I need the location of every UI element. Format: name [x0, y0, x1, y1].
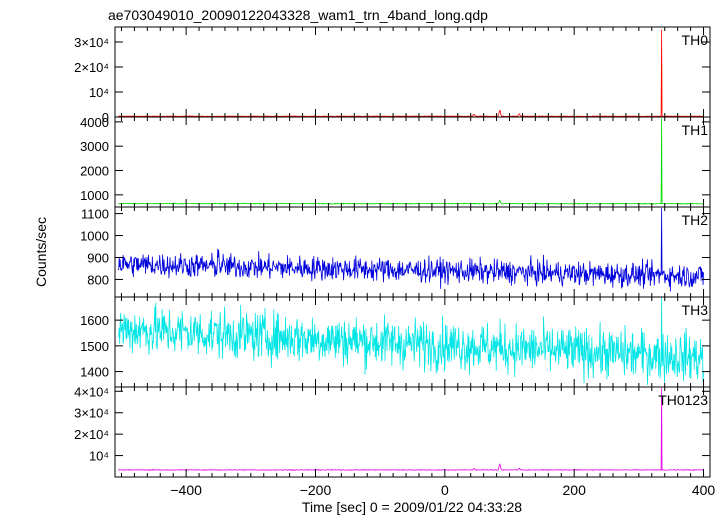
x-tick-label: 200 — [563, 482, 587, 498]
y-tick-label: 800 — [87, 272, 109, 287]
series-line-th3 — [117, 297, 704, 385]
x-tick-label: 400 — [692, 482, 716, 498]
y-tick-label: 4000 — [80, 115, 109, 130]
series-line-th2 — [117, 208, 704, 292]
panel-label-th2: TH2 — [682, 212, 709, 228]
y-tick-label: 2×10⁴ — [74, 427, 109, 442]
y-tick-label: 3000 — [80, 139, 109, 154]
x-axis-label: Time [sec] 0 = 2009/01/22 04:33:28 — [302, 499, 522, 515]
panel-label-th1: TH1 — [682, 122, 709, 138]
y-tick-label: 3×10⁴ — [74, 35, 109, 50]
x-ticks-group: −400 −200 0 200 400 — [170, 482, 715, 498]
y-tick-label: 4×10⁴ — [74, 384, 109, 399]
y-tick-label: 1000 — [80, 229, 109, 244]
x-tick-label: −200 — [300, 482, 332, 498]
y-tick-label: 1400 — [80, 365, 109, 380]
y-tick-label: 1000 — [80, 188, 109, 203]
series-line-th0123 — [117, 388, 704, 472]
x-tick-label: 0 — [441, 482, 449, 498]
y-tick-label: 900 — [87, 250, 109, 265]
panel-label-th3: TH3 — [682, 302, 709, 318]
y-tick-label: 1600 — [80, 313, 109, 328]
y-tick-label: 10⁴ — [89, 449, 109, 464]
y-tick-label: 1500 — [80, 339, 109, 354]
panel-th1: 1000 2000 3000 4000 TH1 — [80, 115, 711, 208]
series-line-th1 — [118, 118, 704, 205]
panel-label-th0123: TH0123 — [658, 392, 708, 408]
panel-label-th0: TH0 — [682, 32, 709, 48]
y-tick-label: 3×10⁴ — [74, 406, 109, 421]
y-tick-label: 2000 — [80, 164, 109, 179]
series-line-th0 — [118, 29, 704, 117]
x-tick-label: −400 — [170, 482, 202, 498]
chart-title: ae703049010_20090122043328_wam1_trn_4ban… — [108, 7, 488, 23]
y-tick-label: 1100 — [81, 207, 109, 222]
panels-group: 0 10⁴ 2×10⁴ 3×10⁴ TH0 1000 2000 3000 4000 TH1 800 9… — [74, 26, 711, 478]
y-tick-label: 10⁴ — [89, 85, 109, 100]
y-tick-label: 2×10⁴ — [74, 60, 109, 75]
y-axis-label: Counts/sec — [33, 217, 49, 287]
panel-th0123: 10⁴ 2×10⁴ 3×10⁴ 4×10⁴ TH0123 — [74, 384, 711, 478]
panel-frame — [114, 386, 711, 478]
y-tick-label: 0 — [102, 110, 109, 125]
